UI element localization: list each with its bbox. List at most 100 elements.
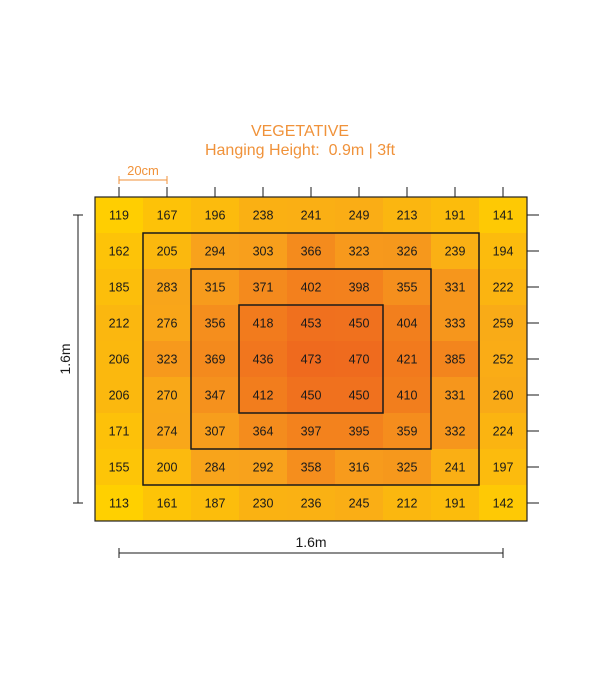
cell-value-label: 332	[445, 425, 466, 439]
cell-value-label: 205	[157, 245, 178, 259]
heatmap-cell	[431, 269, 480, 306]
cell-value-label: 366	[301, 245, 322, 259]
chart-subtitle: Hanging Height: 0.9m | 3ft	[204, 142, 396, 159]
cell-value-label: 397	[301, 425, 322, 439]
cell-value-label: 316	[349, 461, 370, 475]
heatmap-cell	[143, 377, 192, 414]
heatmap-cell	[191, 197, 240, 234]
heatmap-cell	[431, 485, 480, 522]
cell-value-label: 142	[493, 497, 514, 511]
heatmap-cell	[95, 341, 144, 378]
cell-value-label: 323	[349, 245, 370, 259]
heatmap-cell	[287, 269, 336, 306]
cell-value-label: 162	[109, 245, 130, 259]
cell-value-label: 155	[109, 461, 130, 475]
cell-value-label: 323	[157, 353, 178, 367]
cell-value-label: 410	[397, 389, 418, 403]
heatmap-cell	[431, 341, 480, 378]
cell-value-label: 196	[205, 209, 226, 223]
cell-value-label: 450	[301, 389, 322, 403]
heatmap-cell	[239, 197, 288, 234]
heatmap-cell	[191, 305, 240, 342]
heatmap-cell	[479, 269, 528, 306]
zone-outline	[142, 232, 480, 486]
heatmap-cell	[431, 305, 480, 342]
cell-value-label: 206	[109, 389, 130, 403]
cell-value-label: 398	[349, 281, 370, 295]
cell-value-label: 294	[205, 245, 226, 259]
heatmap-cell	[335, 341, 384, 378]
heatmap-cell	[479, 233, 528, 270]
heatmap-cell	[191, 233, 240, 270]
height-label: 1.6m	[57, 343, 73, 374]
heatmap-cell	[191, 413, 240, 450]
heatmap-cell	[143, 449, 192, 486]
cell-value-label: 402	[301, 281, 322, 295]
heatmap-cell	[479, 197, 528, 234]
heatmap-cell	[383, 485, 432, 522]
heatmap-cell	[239, 233, 288, 270]
cell-value-label: 212	[109, 317, 130, 331]
cell-value-label: 239	[445, 245, 466, 259]
heatmap-cell	[143, 233, 192, 270]
heatmap-cell	[287, 413, 336, 450]
cell-value-label: 238	[253, 209, 274, 223]
heatmap-cell	[431, 413, 480, 450]
cell-value-label: 450	[349, 389, 370, 403]
heatmap-cell	[95, 413, 144, 450]
heatmap-cell	[431, 377, 480, 414]
cell-value-label: 292	[253, 461, 274, 475]
heatmap-cell	[383, 341, 432, 378]
cell-value-label: 325	[397, 461, 418, 475]
cell-value-label: 119	[109, 209, 129, 223]
heatmap-cell	[383, 305, 432, 342]
cell-value-label: 395	[349, 425, 370, 439]
heatmap-cell	[479, 485, 528, 522]
cell-value-label: 213	[397, 209, 418, 223]
cell-value-label: 307	[205, 425, 226, 439]
cell-value-label: 252	[493, 353, 514, 367]
heatmap-cell	[287, 305, 336, 342]
scale-label: 20cm	[127, 163, 159, 178]
cell-value-label: 161	[157, 497, 178, 511]
heatmap-cell	[239, 269, 288, 306]
heatmap-cell	[287, 377, 336, 414]
cell-value-label: 473	[301, 353, 322, 367]
cell-value-label: 141	[493, 209, 514, 223]
cell-value-label: 470	[349, 353, 370, 367]
cell-value-label: 222	[493, 281, 514, 295]
heatmap-cell	[143, 341, 192, 378]
heatmap-cell	[95, 485, 144, 522]
heatmap-cell	[95, 305, 144, 342]
heatmap-cell	[383, 269, 432, 306]
heatmap-cell	[143, 269, 192, 306]
heatmap-cell	[191, 341, 240, 378]
cell-value-label: 333	[445, 317, 466, 331]
heatmap-cell	[335, 305, 384, 342]
heatmap-cell	[383, 377, 432, 414]
heatmap-cell	[335, 269, 384, 306]
heatmap-cell	[143, 413, 192, 450]
zone-outline	[238, 304, 384, 414]
cell-value-label: 241	[445, 461, 466, 475]
cell-value-label: 331	[445, 389, 466, 403]
heatmap-cell	[95, 197, 144, 234]
heatmap-cell	[335, 197, 384, 234]
heatmap-cell	[191, 485, 240, 522]
cell-value-label: 331	[445, 281, 466, 295]
cell-value-label: 270	[157, 389, 178, 403]
heatmap-cell	[335, 485, 384, 522]
heatmap-cell	[479, 377, 528, 414]
cell-value-label: 385	[445, 353, 466, 367]
cell-value-label: 283	[157, 281, 178, 295]
cell-value-label: 276	[157, 317, 178, 331]
cell-value-label: 326	[397, 245, 418, 259]
cell-value-label: 187	[205, 497, 226, 511]
cell-value-label: 245	[349, 497, 370, 511]
heatmap-cell	[95, 449, 144, 486]
heatmap-cell	[287, 197, 336, 234]
heatmap-cell	[191, 269, 240, 306]
cell-value-label: 369	[205, 353, 226, 367]
heatmap-cell	[95, 269, 144, 306]
